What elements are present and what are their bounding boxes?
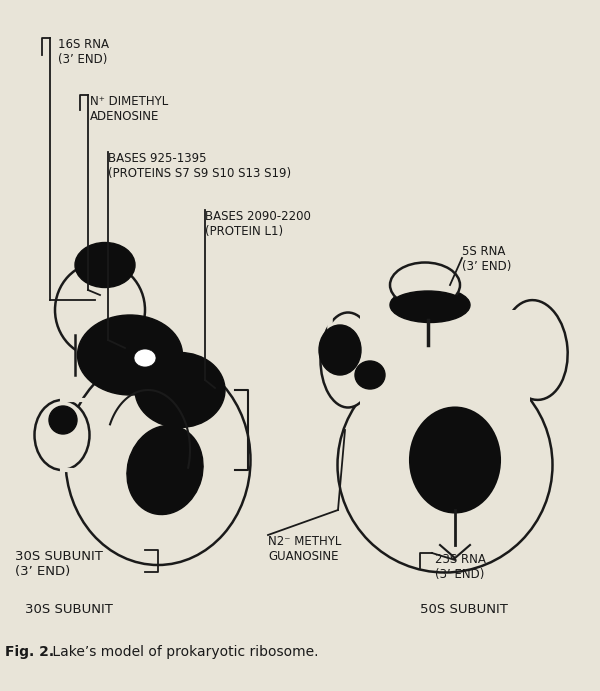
Text: BASES 2090-2200
(PROTEIN L1): BASES 2090-2200 (PROTEIN L1) [205, 210, 311, 238]
Ellipse shape [390, 263, 460, 307]
Ellipse shape [75, 243, 135, 287]
Ellipse shape [355, 361, 385, 389]
Ellipse shape [391, 291, 465, 319]
Ellipse shape [373, 350, 517, 440]
Text: N2⁻ METHYL
GUANOSINE: N2⁻ METHYL GUANOSINE [268, 535, 341, 563]
Text: 16S RNA
(3’ END): 16S RNA (3’ END) [58, 38, 109, 66]
Ellipse shape [410, 408, 500, 513]
Ellipse shape [337, 357, 553, 573]
Ellipse shape [134, 349, 156, 367]
Text: 50S SUBUNIT: 50S SUBUNIT [420, 603, 508, 616]
Ellipse shape [135, 352, 225, 428]
Ellipse shape [55, 263, 145, 357]
Text: Lake’s model of prokaryotic ribosome.: Lake’s model of prokaryotic ribosome. [48, 645, 319, 659]
Text: 30S SUBUNIT
(3’ END): 30S SUBUNIT (3’ END) [15, 550, 103, 578]
Text: Fig. 2.: Fig. 2. [5, 645, 54, 659]
Ellipse shape [319, 325, 361, 375]
Text: 23S RNA
(3’ END): 23S RNA (3’ END) [435, 553, 486, 581]
Polygon shape [75, 335, 160, 375]
Ellipse shape [35, 400, 89, 470]
Bar [360, 310, 530, 430]
Ellipse shape [77, 315, 182, 395]
Ellipse shape [390, 287, 470, 323]
Ellipse shape [65, 355, 251, 565]
Text: N⁺ DIMETHYL
ADENOSINE: N⁺ DIMETHYL ADENOSINE [90, 95, 168, 123]
Ellipse shape [127, 426, 203, 515]
Ellipse shape [320, 312, 376, 408]
Ellipse shape [502, 300, 568, 400]
Text: 5S RNA
(3’ END): 5S RNA (3’ END) [462, 245, 511, 273]
Ellipse shape [49, 406, 77, 434]
Text: BASES 925-1395
(PROTEINS S7 S9 S10 S13 S19): BASES 925-1395 (PROTEINS S7 S9 S10 S13 S… [108, 152, 291, 180]
Text: 30S SUBUNIT: 30S SUBUNIT [25, 603, 113, 616]
